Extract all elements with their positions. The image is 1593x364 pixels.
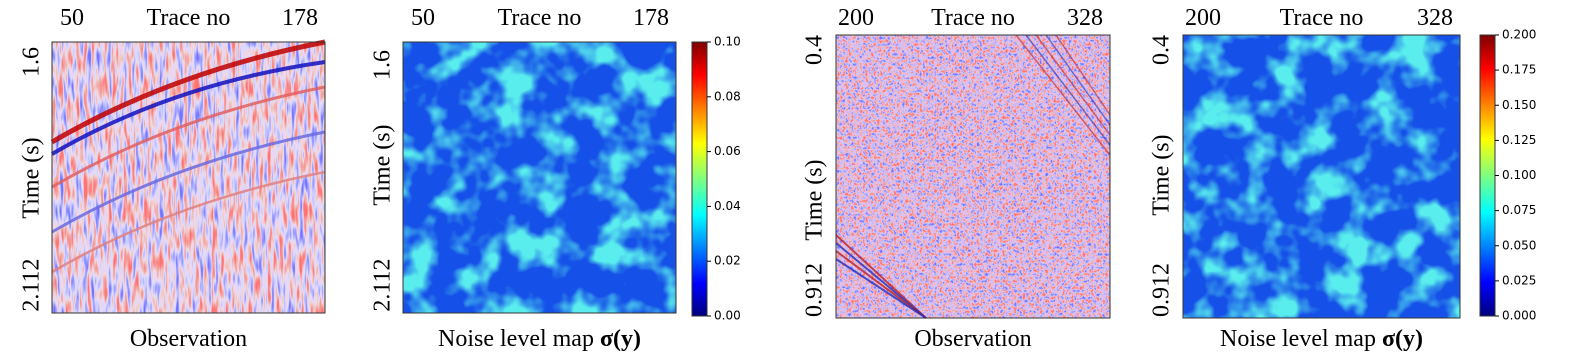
x-start-label: 50 [60,5,84,31]
caption: Observation [914,326,1031,352]
colorbar-tick-label: 0.125 [1502,133,1536,147]
image-frame [835,34,1111,319]
colorbar-tick-label: 0.08 [714,89,741,103]
x-start-label: 200 [838,5,874,31]
colorbar-tick-label: 0.06 [714,144,741,158]
x-axis-label: Trace no [1280,5,1364,31]
colorbar-tick-label: 0.025 [1502,273,1536,287]
y-bottom-label: 0.912 [1149,263,1175,317]
reflector [51,170,326,274]
colorbar [1479,34,1496,317]
colorbar [691,41,708,317]
x-axis-label: Trace no [147,5,231,31]
y-label-label: Time (s) [370,124,396,205]
x-axis-label: Trace no [498,5,582,31]
y-top-label: 1.6 [370,50,396,80]
reflector [50,39,326,145]
colorbar-tick-label: 0.00 [714,309,741,323]
y-label-label: Time (s) [19,137,45,218]
image-texture [52,42,325,313]
reflector [51,85,326,189]
x-end-label: 178 [282,5,318,31]
image-frame [1182,34,1461,319]
caption-text: Noise level map [438,326,594,352]
event [1015,34,1111,156]
caption-text: Noise level map [1220,326,1376,352]
image-frame [402,41,677,314]
caption: Noise level map σ(y) [438,326,641,352]
y-top-label: 0.4 [1149,35,1175,65]
colorbar-tick-label: 0.150 [1502,98,1536,112]
image-texture [403,42,676,313]
event [1025,34,1111,146]
y-bottom-label: 2.112 [19,258,45,311]
image-texture [1183,35,1460,318]
y-bottom-label: 2.112 [370,258,396,311]
colorbar-tick-label: 0.050 [1502,238,1536,252]
image-texture [836,35,1110,318]
reflector [51,130,326,234]
y-top-label: 1.6 [19,47,45,77]
y-label-label: Time (s) [802,159,828,240]
caption: Noise level map σ(y) [1220,326,1423,352]
event [835,242,927,319]
caption: Observation [130,326,247,352]
x-end-label: 328 [1417,5,1453,31]
colorbar-tick-label: 0.02 [714,254,741,268]
event [1035,34,1111,136]
y-bottom-label: 0.912 [802,263,828,317]
x-axis-label: Trace no [931,5,1015,31]
colorbar-tick-label: 0.10 [714,35,741,49]
colorbar-tick-label: 0.175 [1502,63,1536,77]
caption-text: Observation [914,326,1031,352]
event [835,250,927,319]
event [1045,34,1111,126]
x-start-label: 50 [411,5,435,31]
reflector [50,60,326,156]
event [835,258,927,319]
caption-math: σ(y) [1382,326,1423,352]
x-end-label: 328 [1067,5,1103,31]
x-start-label: 200 [1185,5,1221,31]
image-frame [51,41,326,314]
event [1055,34,1111,116]
caption-text: Observation [130,326,247,352]
colorbar-tick-label: 0.200 [1502,28,1536,42]
colorbar-tick-label: 0.000 [1502,309,1536,323]
caption-math: σ(y) [600,326,641,352]
colorbar-tick-label: 0.100 [1502,168,1536,182]
colorbar-tick-label: 0.075 [1502,203,1536,217]
y-top-label: 0.4 [802,35,828,65]
x-end-label: 178 [633,5,669,31]
colorbar-tick-label: 0.04 [714,199,741,213]
y-label-label: Time (s) [1149,134,1175,215]
event [835,234,927,319]
